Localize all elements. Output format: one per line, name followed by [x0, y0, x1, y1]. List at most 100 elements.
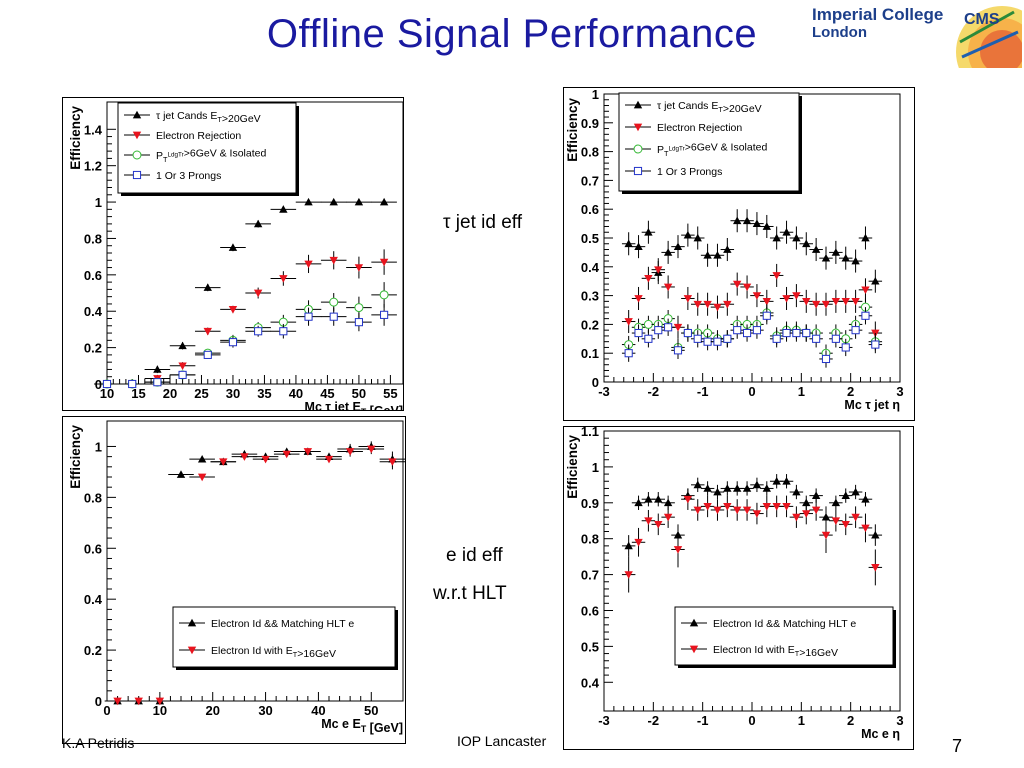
data-point: [379, 258, 389, 267]
x-tick-label: 35: [257, 386, 271, 401]
data-point: [304, 312, 313, 321]
data-point: [713, 251, 722, 259]
data-point: [693, 233, 702, 242]
data-point: [693, 480, 702, 489]
data-point: [772, 233, 781, 242]
annotation-e-id-eff: e id eff: [446, 545, 503, 566]
y-tick-label: 0.8: [581, 145, 599, 160]
footer-author: K.A Petridis: [62, 735, 135, 751]
x-tick-label: 40: [289, 386, 303, 401]
data-point: [663, 498, 673, 507]
x-axis-label: Mc e η: [861, 727, 900, 741]
data-point: [742, 506, 752, 515]
data-point: [831, 517, 841, 525]
data-point: [693, 300, 702, 309]
x-tick-label: -3: [598, 384, 610, 399]
data-point: [713, 506, 722, 515]
data-point: [871, 564, 880, 572]
data-point: [644, 274, 653, 283]
x-tick-label: 0: [103, 703, 110, 718]
data-point: [752, 326, 762, 335]
data-point: [742, 328, 752, 338]
data-point: [762, 298, 771, 306]
data-point: [733, 506, 742, 515]
data-point: [663, 513, 673, 522]
data-point: [871, 340, 880, 349]
data-point: [821, 512, 831, 521]
x-tick-label: 1: [798, 384, 805, 399]
data-point: [624, 349, 633, 358]
x-tick-label: 25: [194, 386, 208, 401]
x-tick-label: -2: [648, 713, 660, 728]
data-point: [279, 205, 288, 213]
y-tick-label: 0.4: [84, 304, 103, 319]
x-axis-label: Mc τ jet ET [GeV]: [305, 400, 403, 410]
data-point: [821, 253, 831, 262]
x-tick-label: 2: [847, 713, 854, 728]
data-point: [742, 283, 752, 292]
data-point: [329, 256, 338, 265]
series-3: [621, 307, 883, 368]
data-point: [802, 498, 811, 507]
data-point: [683, 495, 693, 504]
data-point: [811, 300, 821, 309]
legend-marker: [633, 100, 643, 109]
data-point: [178, 370, 187, 379]
chart-panel-e-et: 0 0.2 0.4 0.6 0.8 1 0 10 20 30 40 50 Mc e ET [GeV] Ef…: [62, 416, 406, 744]
y-tick-label: 0.4: [84, 592, 103, 607]
legend-label: τ jet Cands ET>20GeV: [657, 100, 762, 115]
data-point: [354, 303, 364, 313]
legend-marker: [187, 618, 197, 627]
footer-conference: IOP Lancaster: [457, 733, 547, 749]
data-point: [762, 311, 771, 320]
data-point: [723, 503, 732, 511]
data-point: [282, 450, 291, 459]
data-point: [841, 298, 850, 306]
data-point: [176, 470, 186, 478]
x-tick-label: 1: [798, 713, 805, 728]
data-point: [354, 264, 364, 272]
data-point: [782, 228, 791, 236]
data-point: [673, 323, 683, 332]
data-point: [197, 473, 207, 482]
data-point: [388, 458, 397, 466]
legend-marker: [187, 646, 197, 655]
data-point: [802, 510, 811, 518]
y-tick-label: 0.2: [84, 643, 102, 658]
data-point: [673, 346, 683, 355]
data-point: [324, 455, 334, 464]
data-point: [713, 337, 722, 346]
data-point: [703, 300, 712, 309]
x-tick-label: 30: [258, 703, 272, 718]
data-point: [802, 239, 811, 248]
y-tick-label: 1: [95, 195, 102, 210]
data-point: [634, 295, 643, 303]
logo-line-2: London: [812, 24, 867, 41]
x-axis-label: Mc e ET [GeV]: [321, 717, 403, 735]
y-tick-label: 0.3: [581, 289, 599, 304]
data-point: [723, 484, 732, 492]
data-point: [831, 334, 840, 343]
x-tick-label: 2: [847, 384, 854, 399]
data-point: [644, 517, 653, 525]
chart-tau-eta: 0 0.1 0.2 0.3 0.4 0.5 0.6 0.7 0.8 0.9 1 -3 -2 -1 0 1 2 3M…: [565, 87, 904, 412]
data-point: [693, 506, 702, 515]
y-tick-label: 0.5: [581, 639, 599, 654]
data-point: [812, 334, 821, 343]
data-point: [861, 233, 870, 242]
data-point: [742, 484, 752, 492]
data-point: [831, 298, 841, 306]
y-tick-label: 0.9: [581, 116, 599, 131]
y-tick-label: 0.8: [84, 231, 102, 246]
chart-panel-tau-eta: 0 0.1 0.2 0.3 0.4 0.5 0.6 0.7 0.8 0.9 1 -3 -2 -1 0 1 2 3 M…: [563, 87, 915, 421]
legend-label: τ jet Cands ET>20GeV: [156, 110, 261, 125]
logo-line-1: Imperial College: [812, 5, 944, 24]
chart-panel-e-eta: 0.4 0.5 0.6 0.7 0.8 0.9 1 1.1 -3 -2 -1 0 1 2 3 Mc e η Ef…: [563, 424, 914, 750]
y-tick-label: 0.8: [581, 532, 599, 547]
x-tick-label: -1: [697, 713, 709, 728]
data-point: [811, 245, 821, 253]
x-tick-label: 10: [100, 386, 114, 401]
cms-logo-text: CMS: [964, 11, 1000, 28]
data-point: [792, 233, 801, 242]
